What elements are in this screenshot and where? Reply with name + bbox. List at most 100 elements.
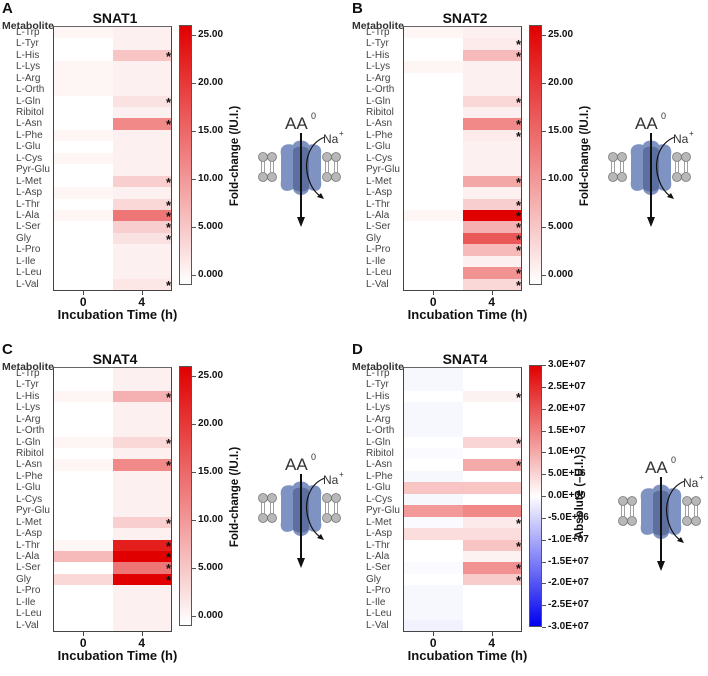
row-label: L-Ser	[16, 562, 41, 574]
heatmap-cell	[112, 459, 171, 472]
heatmap-cell	[462, 95, 521, 108]
lipid-bilayer-right-icon	[682, 496, 701, 526]
colorbar-tick	[542, 496, 546, 497]
significance-star: *	[165, 117, 171, 133]
significance-star: *	[165, 538, 171, 554]
significance-star: *	[165, 435, 171, 451]
heatmap-cell	[462, 379, 521, 392]
heatmap-cell	[112, 187, 171, 199]
heatmap-cell	[54, 550, 113, 563]
heatmap-cell	[404, 402, 463, 414]
heatmap-cell	[462, 221, 521, 234]
row-label: L-Trp	[16, 27, 40, 38]
x-tick	[83, 631, 85, 636]
heatmap-cell	[404, 550, 463, 563]
heatmap-cell	[404, 107, 463, 119]
heatmap-cell	[54, 267, 113, 279]
heatmap-cell	[54, 175, 113, 188]
x-tick-label: 0	[79, 636, 87, 650]
heatmap-cell	[462, 482, 521, 494]
heatmap-cell	[112, 84, 171, 96]
lipid-bilayer-right-icon	[322, 152, 341, 182]
row-label: L-Lys	[16, 61, 41, 73]
row-label: L-Leu	[366, 608, 392, 620]
significance-star: *	[165, 458, 171, 474]
heatmap-cell	[54, 38, 113, 51]
heatmap-cell	[404, 379, 463, 392]
colorbar-tick	[192, 82, 196, 84]
row-label: L-Ile	[16, 255, 36, 267]
slc38-transporter-icon: AA 0 Na +	[608, 111, 694, 227]
panel-letter: A	[2, 0, 13, 17]
heatmap-cell	[462, 152, 521, 165]
row-label: L-Leu	[16, 608, 42, 620]
heatmap-cell	[462, 528, 521, 540]
heatmap-cell	[404, 72, 463, 85]
colorbar	[529, 25, 542, 285]
heatmap-cell	[112, 368, 171, 380]
colorbar-tick-label: 10.00	[198, 514, 224, 526]
row-label: L-Trp	[366, 27, 390, 38]
heatmap-cell	[54, 402, 113, 414]
heatmap-cell	[462, 198, 521, 211]
colorbar-title: Absolute (–U.I.)	[574, 454, 586, 540]
significance-star: *	[515, 208, 521, 224]
colorbar-tick	[542, 627, 546, 628]
heatmap-cell	[462, 72, 521, 85]
significance-star: *	[515, 435, 521, 451]
heatmap-cell	[54, 118, 113, 131]
heatmap-cell	[54, 164, 113, 176]
heatmap-cell	[112, 516, 171, 529]
heatmap-cell	[404, 61, 463, 73]
row-label: L-His	[366, 49, 390, 61]
heatmap-cell	[112, 152, 171, 165]
significance-star: *	[165, 197, 171, 213]
heatmap-cell	[54, 72, 113, 85]
heatmap-cell	[112, 267, 171, 279]
colorbar-tick-label: 2.0E+07	[548, 402, 586, 414]
heatmap-cell	[112, 379, 171, 392]
colorbar-tick	[192, 375, 196, 377]
heatmap-cell	[404, 470, 463, 483]
heatmap-cell	[462, 573, 521, 586]
row-label: L-Leu	[366, 267, 392, 279]
significance-star: *	[515, 243, 521, 259]
heatmap-cell	[404, 459, 463, 472]
row-label: Gly	[16, 573, 31, 585]
heatmap-cell	[462, 539, 521, 552]
heatmap-cell	[54, 448, 113, 460]
colorbar-title: Fold-change (/U.I.)	[229, 105, 241, 207]
heatmap-cell	[112, 482, 171, 494]
heatmap-panel-d: D SNAT4 Metabolite * * * * * * * L-Trp L-Tyr L-His L-…	[350, 341, 704, 676]
y-axis-title: Metabolite	[2, 361, 54, 373]
significance-star: *	[515, 197, 521, 213]
colorbar-tick	[192, 227, 196, 229]
x-axis-title: Incubation Time (h)	[57, 307, 178, 322]
significance-star: *	[165, 572, 171, 588]
heatmap-cell	[112, 244, 171, 256]
substrate-label: AA	[645, 458, 668, 477]
colorbar-tick-label: 1.0E+07	[548, 446, 586, 458]
row-label: L-Leu	[16, 267, 42, 279]
heatmap-cell	[112, 470, 171, 483]
significance-star: *	[165, 549, 171, 565]
transporter-diagram: AA 0 Na +	[255, 105, 345, 240]
significance-star: *	[515, 220, 521, 236]
heatmap-cell	[462, 608, 521, 620]
heatmap-cell	[54, 244, 113, 256]
significance-star: *	[515, 37, 521, 53]
aa-arrow-icon	[647, 133, 655, 227]
heatmap-cell	[462, 267, 521, 279]
heatmap-cell	[404, 562, 463, 575]
heatmap-cell	[54, 95, 113, 108]
panel-title: SNAT4	[442, 351, 488, 367]
colorbar-tick-label: 20.00	[198, 76, 224, 88]
row-label: L-Tyr	[16, 38, 39, 50]
heatmap-cell	[404, 164, 463, 176]
heatmap-cell	[112, 38, 171, 51]
heatmap-cell	[54, 379, 113, 392]
row-label: L-Arg	[366, 413, 391, 425]
significance-star: *	[515, 538, 521, 554]
colorbar-tick-label: 3.0E+07	[548, 359, 586, 370]
colorbar-tick-label: -1.5E+07	[548, 555, 589, 567]
